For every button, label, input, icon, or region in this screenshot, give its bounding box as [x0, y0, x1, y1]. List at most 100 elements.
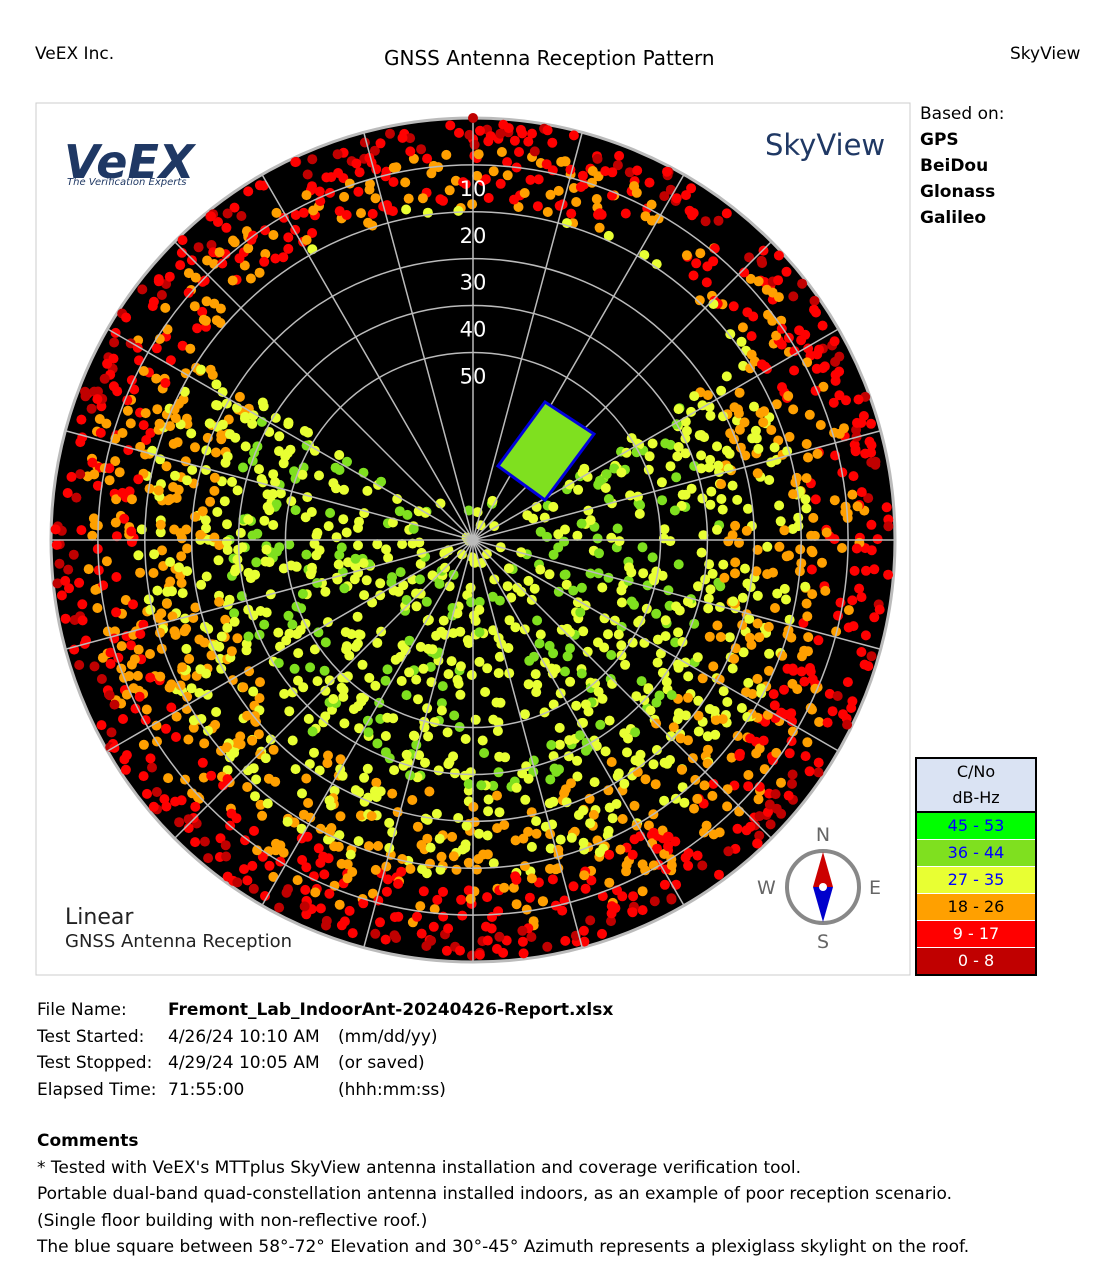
sky-dot: [60, 575, 71, 586]
sky-dot: [415, 574, 425, 585]
sky-dot: [393, 586, 404, 597]
sky-dot: [422, 833, 433, 844]
sky-dot: [547, 874, 558, 885]
sky-dot: [495, 697, 506, 708]
sky-dot: [764, 475, 775, 485]
sky-dot: [416, 144, 427, 155]
sky-dot: [290, 210, 301, 220]
sky-dot: [771, 330, 782, 341]
sky-dot: [511, 874, 522, 885]
sky-dot: [671, 193, 682, 204]
comments-title: Comments: [37, 1131, 139, 1151]
sky-dot: [657, 495, 668, 506]
sky-dot: [339, 718, 350, 729]
sky-dot: [89, 469, 100, 480]
sky-dot: [800, 751, 811, 762]
sky-dot: [856, 487, 867, 498]
sky-dot: [183, 287, 194, 298]
sky-dot: [631, 187, 642, 198]
sky-dot: [523, 575, 534, 586]
sky-dot: [470, 714, 481, 725]
compass-ring: [785, 849, 861, 925]
sky-dot: [350, 553, 361, 564]
sky-dot: [542, 125, 553, 136]
sky-dot: [801, 439, 812, 449]
sky-dot: [385, 128, 395, 139]
sky-dot: [301, 235, 312, 245]
sky-dot: [594, 548, 604, 559]
constellation: GPS: [920, 130, 959, 150]
sky-dot: [215, 833, 226, 844]
sky-dot: [190, 272, 201, 283]
sky-dot: [400, 177, 411, 188]
sky-dot: [647, 438, 658, 449]
sky-dot: [190, 801, 201, 812]
legend-unit: dB-Hz: [952, 788, 1000, 807]
sky-dot: [800, 329, 811, 340]
sky-dot: [232, 633, 243, 644]
sky-dot: [575, 607, 586, 618]
sky-dot: [842, 719, 853, 730]
sky-dot: [195, 529, 206, 540]
sky-dot: [532, 201, 543, 212]
sky-dot: [802, 611, 813, 622]
sky-dot: [749, 401, 759, 412]
sky-dot: [114, 467, 125, 478]
sky-dot: [111, 572, 122, 582]
sky-dot: [284, 706, 295, 717]
sky-dot: [339, 484, 349, 495]
sky-dot: [328, 478, 339, 489]
sky-dot: [781, 551, 792, 562]
sky-dot: [257, 810, 268, 821]
sky-dot: [336, 920, 347, 931]
sky-dot: [834, 428, 845, 439]
sky-dot: [363, 841, 374, 852]
sky-dot: [681, 250, 692, 261]
sky-dot: [135, 567, 146, 578]
sky-dot: [209, 485, 220, 496]
sky-dot: [88, 513, 99, 524]
sky-dot: [68, 549, 79, 560]
sky-dot: [420, 757, 430, 768]
sky-dot: [709, 243, 720, 254]
sky-dot: [214, 540, 225, 551]
sky-dot: [140, 408, 151, 419]
sky-dot: [270, 845, 281, 856]
sky-dot: [445, 120, 456, 131]
sky-dot: [176, 247, 187, 258]
sky-dot: [696, 463, 707, 474]
sky-dot: [496, 147, 507, 157]
sky-dot: [211, 315, 222, 326]
sky-dot: [466, 597, 477, 608]
sky-dot: [205, 496, 216, 507]
sky-dot: [659, 849, 670, 859]
sky-dot: [369, 145, 380, 156]
sky-dot: [220, 840, 231, 851]
sky-dot: [182, 566, 193, 577]
sky-dot: [247, 530, 258, 541]
sky-dot: [571, 700, 582, 711]
sky-dot: [186, 683, 197, 694]
azimuth-line: [174, 241, 474, 541]
azimuth-line: [107, 539, 474, 752]
sky-dot: [303, 713, 314, 724]
sky-dot: [111, 494, 122, 505]
sky-dot: [177, 340, 188, 351]
sky-dot: [480, 174, 491, 185]
sky-dot: [358, 898, 369, 909]
sky-dot: [238, 682, 249, 693]
sky-dot: [575, 182, 586, 192]
sky-dot: [616, 640, 627, 651]
sky-dot: [709, 706, 720, 716]
sky-dot: [153, 274, 164, 285]
sky-dot: [492, 790, 502, 801]
sky-dot: [165, 557, 176, 567]
sky-dot: [101, 556, 112, 567]
sky-dot: [454, 127, 464, 138]
sky-dot: [214, 596, 225, 607]
sky-dot: [477, 735, 488, 746]
sky-dot: [480, 687, 491, 697]
sky-dot: [401, 595, 412, 605]
sky-dot: [426, 168, 437, 179]
sky-plot: 10 20 30 40 50 VeEX The Verification Experts…: [35, 102, 911, 976]
